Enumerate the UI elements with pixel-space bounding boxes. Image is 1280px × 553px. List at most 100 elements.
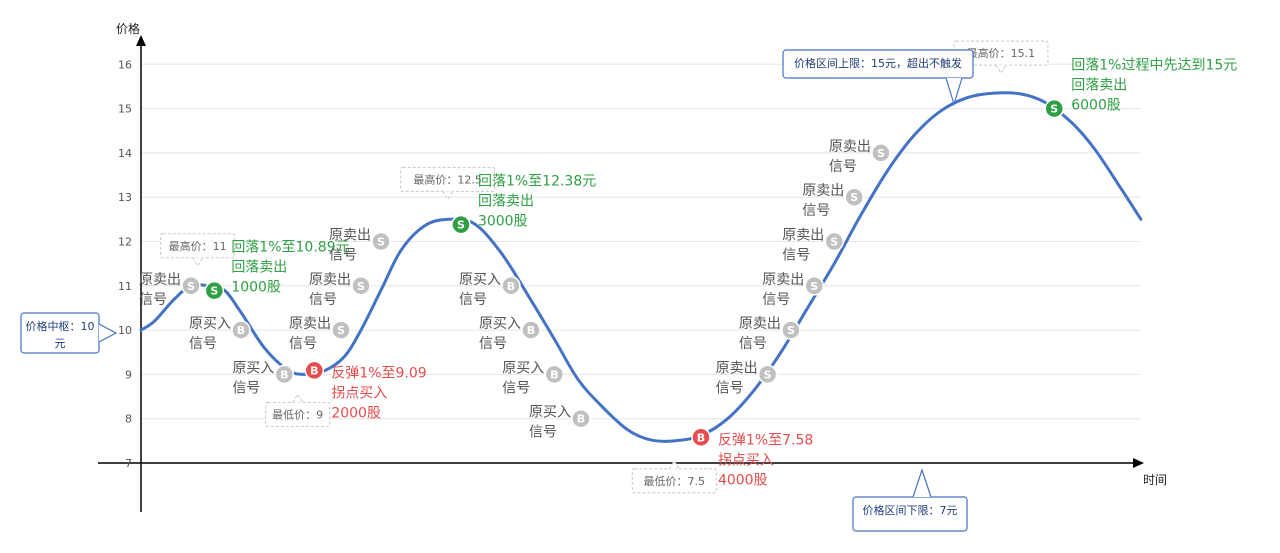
callout-text: 价格区间下限：7元 [863,503,958,517]
callouts: 最高价：11 最低价：9 最高价：12.5 最低价：7.5 最高价：15.1 价格中枢：1… [20,40,1049,532]
signal-marker [451,214,471,235]
price-line [139,91,1143,443]
signal-label: 原卖出 [139,272,181,288]
y-tick-label: 15 [118,103,132,116]
signal-label: 信号 [802,203,830,219]
signal-marker-letter: S [830,236,838,249]
signal-label: 原卖出 [329,228,371,244]
x-axis-label: 时间 [1143,473,1167,487]
callout-pointer [192,257,204,267]
signal-marker-letter: B [310,364,318,377]
signal-label: 反弹1%至9.09 [331,365,426,381]
signal-marker [274,364,295,385]
signal-label: 信号 [329,248,357,264]
signal-label: 原卖出 [716,360,758,376]
signal-label: 原卖出 [289,316,331,332]
callout-text: 价格区间上限：15元，超出不触发 [794,56,962,70]
signal-label: 原买入 [459,272,501,288]
y-axis-arrow [136,35,146,46]
signal-label: 回落1%至12.38元 [478,174,596,190]
signal-label: 信号 [309,292,337,308]
signal-marker-letter: B [527,324,535,337]
signal-marker-letter: B [697,431,705,444]
signal-label: 反弹1%至7.58 [718,432,813,448]
signal-marker [844,187,865,207]
signal-marker [571,408,591,429]
extreme-price-callout: 最高价：11 [160,233,236,267]
signal-label: 回落卖出 [478,194,534,210]
callout-text: 元 [55,337,66,350]
signal-marker [351,276,371,296]
signal-marker-letter: S [457,219,465,232]
signal-marker [331,320,351,340]
signal-label: 原卖出 [309,272,351,288]
signal-marker [1044,98,1064,119]
signal-marker [304,360,325,381]
x-axis-arrow [1133,458,1144,468]
signal-marker-letter: B [507,280,515,293]
signal-marker-letter: S [210,285,218,298]
signal-marker-letter: S [337,324,345,337]
y-tick-label: 14 [118,147,132,160]
signal-marker-letter: B [237,324,245,337]
signal-label: 信号 [716,380,744,396]
signal-label: 回落1%至10.89元 [231,240,349,256]
signal-label: 拐点买入 [718,452,774,468]
y-tick-label: 8 [125,413,132,426]
signal-label: 原买入 [189,316,231,332]
callout-text: 价格中枢：10 [26,319,95,333]
callout-box [782,49,974,79]
y-tick-label: 10 [118,324,132,337]
signal-marker [804,276,825,296]
signal-label: 原卖出 [802,183,844,199]
signal-marker [181,276,201,296]
signal-marker [871,143,891,163]
signal-label: 信号 [762,292,790,308]
signal-marker [204,280,225,301]
signals: S原卖出信号S回落1%至10.89元回落卖出1000股B原买入信号B原买入信号B… [139,58,1237,489]
signal-marker [781,320,801,340]
signal-marker-letter: B [550,368,558,381]
y-tick-label: 16 [118,58,132,71]
upper-limit-callout: 价格区间上限：15元，超出不触发 [782,49,974,107]
y-tick-labels: 7 8 9 10 11 12 13 14 15 16 [118,58,132,470]
signal-marker [757,364,778,385]
signal-label: 原卖出 [782,228,824,244]
lower-limit-callout: 价格区间下限：7元 [852,468,968,532]
signal-marker [521,320,541,340]
y-tick-label: 13 [118,191,132,204]
signal-label: 原买入 [232,360,274,376]
signal-marker-letter: S [787,324,795,337]
extreme-price-label: 最低价：9 [272,408,323,421]
signal-marker-letter: S [877,147,885,160]
signal-label: 3000股 [478,214,528,230]
signal-label: 原买入 [479,316,521,332]
y-tick-label: 9 [125,368,132,381]
signal-buy-buy: B 反弹1%至9.09 拐点买入 2000股 [304,360,427,421]
y-axis-label: 价格 [116,21,140,36]
signal-label: 回落卖出 [231,260,287,276]
callout-pointer [442,191,454,201]
signal-buy-buy: B 反弹1%至7.58 拐点买入 4000股 [691,427,813,488]
signal-label: 信号 [232,380,260,396]
signal-marker-letter: S [850,191,858,204]
signal-marker-letter: S [357,280,365,293]
signal-label: 信号 [479,336,507,352]
center-price-callout: 价格中枢：10 元 [20,312,118,354]
signal-marker [231,320,251,340]
extreme-price-callout: 最低价：9 [265,393,331,427]
extreme-price-label: 最高价：11 [169,239,227,253]
signal-label: 信号 [289,336,317,352]
signal-label: 信号 [459,292,487,308]
signal-marker-letter: S [1050,103,1058,116]
